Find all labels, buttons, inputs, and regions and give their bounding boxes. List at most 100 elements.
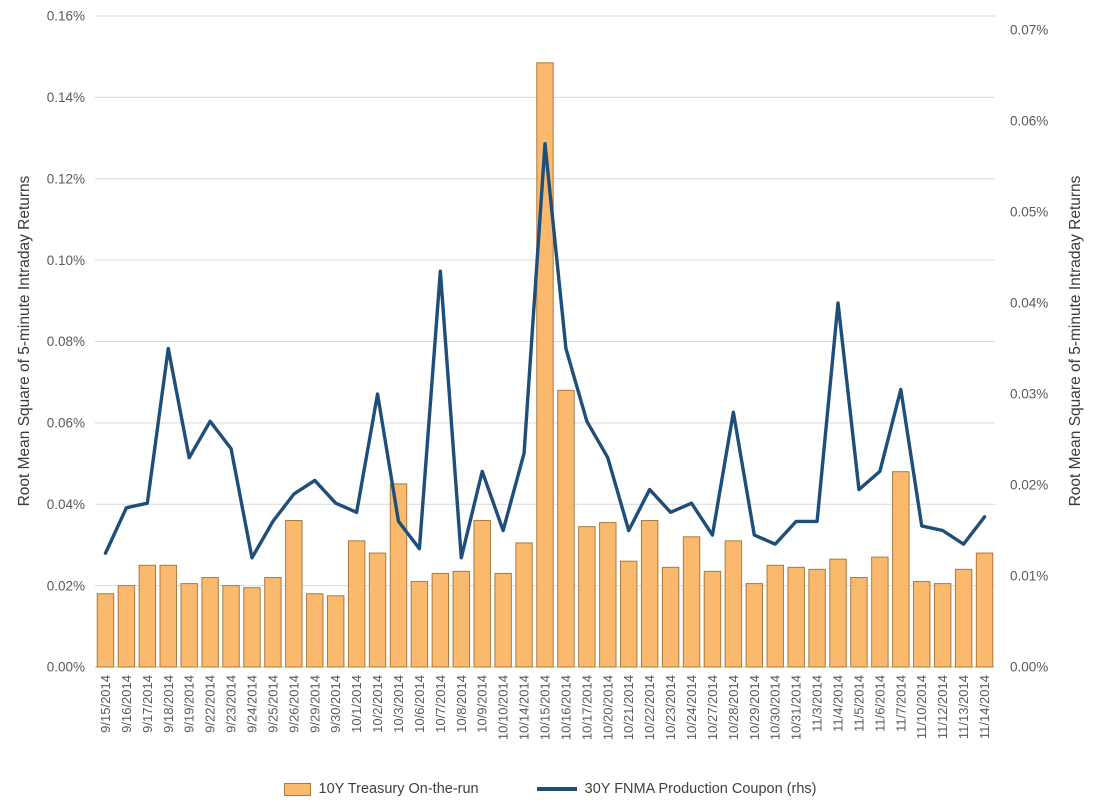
x-axis-tick-label: 10/15/2014 (538, 675, 553, 740)
bar (829, 558, 847, 668)
x-axis-tick-label: 11/7/2014 (893, 675, 908, 732)
x-axis-tick-label: 10/22/2014 (642, 675, 657, 740)
x-axis-tick-label: 10/29/2014 (747, 675, 762, 740)
bar (745, 583, 764, 668)
legend-label-bar-series: 10Y Treasury On-the-run (318, 781, 479, 797)
bar (933, 583, 952, 668)
x-axis-tick-label: 10/31/2014 (789, 675, 804, 740)
bar (285, 520, 303, 668)
x-axis-tick-label: 10/2/2014 (370, 675, 385, 733)
right-axis-tick-label: 0.05% (1010, 205, 1048, 220)
bar (682, 536, 701, 668)
x-axis-tick-label: 11/12/2014 (935, 675, 950, 739)
bar (787, 566, 805, 668)
x-axis-tick-label: 11/6/2014 (872, 675, 887, 732)
bar (96, 593, 115, 668)
x-axis-tick-label: 10/30/2014 (768, 675, 783, 740)
x-axis-tick-label: 10/27/2014 (705, 675, 720, 740)
x-axis-tick-label: 9/17/2014 (140, 675, 155, 733)
legend-label-line-series: 30Y FNMA Production Coupon (rhs) (584, 781, 817, 797)
x-axis-tick-label: 10/1/2014 (349, 675, 364, 733)
bar (201, 576, 219, 668)
line-series-swatch-icon (536, 787, 577, 791)
left-axis-tick-label: 0.14% (47, 90, 85, 105)
x-axis-tick-label: 9/19/2014 (182, 675, 197, 733)
x-axis-tick-label: 11/14/2014 (977, 675, 992, 739)
right-axis-title: Root Mean Square of 5-minute Intraday Re… (1067, 175, 1084, 506)
right-axis-tick-label: 0.06% (1010, 114, 1048, 129)
x-axis-tick-label: 9/22/2014 (203, 675, 218, 733)
x-axis-tick-label: 10/6/2014 (412, 675, 427, 733)
x-axis-tick-label: 9/30/2014 (328, 675, 343, 733)
x-axis-tick-label: 9/25/2014 (265, 675, 280, 733)
right-axis-tick-label: 0.04% (1010, 296, 1048, 311)
right-axis-tick-label: 0.03% (1010, 387, 1048, 402)
legend: 10Y Treasury On-the-run 30Y FNMA Product… (0, 772, 1100, 806)
bar (871, 556, 889, 668)
bar (410, 581, 429, 668)
bar (620, 560, 638, 668)
x-axis-tick-label: 10/20/2014 (600, 675, 615, 740)
line-series (103, 142, 987, 560)
bar (389, 483, 408, 668)
x-axis-tick-label: 11/10/2014 (914, 675, 929, 739)
left-axis-tick-label: 0.04% (47, 497, 85, 512)
bar (578, 526, 596, 668)
left-axis-tick-label: 0.08% (47, 334, 85, 349)
bar (243, 587, 261, 668)
bar (913, 581, 931, 668)
bar-series-swatch-icon (283, 782, 311, 796)
bar (368, 552, 387, 668)
x-axis-tick-label: 10/24/2014 (684, 675, 699, 740)
bar (117, 585, 136, 668)
line-series-group (103, 142, 987, 560)
bar (703, 570, 722, 668)
left-axis-tick-label: 0.00% (47, 660, 85, 675)
x-axis-tick-label: 9/26/2014 (286, 675, 301, 733)
x-axis-tick-label: 11/13/2014 (956, 675, 971, 739)
bar (138, 564, 157, 668)
bar (494, 572, 512, 668)
x-axis-tick-label: 10/16/2014 (558, 675, 573, 740)
bar (452, 570, 470, 668)
bar (975, 552, 994, 668)
right-axis-tick-label: 0.01% (1010, 569, 1048, 584)
bar (724, 540, 743, 668)
x-axis-tick-label: 11/5/2014 (851, 675, 866, 732)
x-axis-tick-label: 9/24/2014 (244, 675, 259, 733)
x-axis-tick-label: 10/21/2014 (621, 675, 636, 740)
legend-item-line-series[interactable]: 30Y FNMA Production Coupon (rhs) (536, 781, 817, 797)
bar (557, 389, 575, 668)
bar (808, 568, 826, 668)
bar (326, 595, 345, 668)
bar (347, 540, 366, 668)
x-axis-tick-label: 11/3/2014 (810, 675, 825, 732)
bar (264, 576, 282, 668)
bar (180, 583, 198, 668)
bar (515, 542, 533, 668)
combo-chart: 0.00% 0.02% 0.04% 0.06% 0.08% 0.10% 0.12% 0.14%… (16, 9, 1084, 740)
left-axis-tick-label: 0.02% (47, 578, 85, 593)
x-axis-tick-labels: 9/15/2014 9/16/2014 9/17/2014 9/18/2014 9/19… (98, 675, 992, 740)
bar (599, 522, 617, 668)
x-axis-tick-label: 10/14/2014 (517, 675, 532, 740)
bar (222, 585, 240, 668)
right-axis-tick-label: 0.07% (1010, 23, 1048, 38)
left-axis-tick-label: 0.06% (47, 416, 85, 431)
left-axis-tick-label: 0.12% (47, 171, 85, 186)
x-axis-tick-label: 10/23/2014 (663, 675, 678, 740)
x-axis-tick-label: 9/16/2014 (119, 675, 134, 733)
bar (640, 520, 659, 668)
bar (473, 520, 491, 668)
right-axis-tick-label: 0.02% (1010, 478, 1048, 493)
bar (850, 576, 868, 668)
x-axis-tick-label: 10/8/2014 (454, 675, 469, 733)
left-axis-tick-labels: 0.00% 0.02% 0.04% 0.06% 0.08% 0.10% 0.12% 0.14%… (47, 9, 85, 675)
x-axis-tick-label: 9/18/2014 (161, 675, 176, 733)
x-axis-tick-label: 10/7/2014 (433, 675, 448, 733)
x-axis-tick-label: 9/29/2014 (307, 675, 322, 733)
x-axis-tick-label: 9/15/2014 (98, 675, 113, 733)
legend-item-bar-series[interactable]: 10Y Treasury On-the-run (283, 781, 479, 797)
left-axis-title: Root Mean Square of 5-minute Intraday Re… (16, 175, 33, 506)
